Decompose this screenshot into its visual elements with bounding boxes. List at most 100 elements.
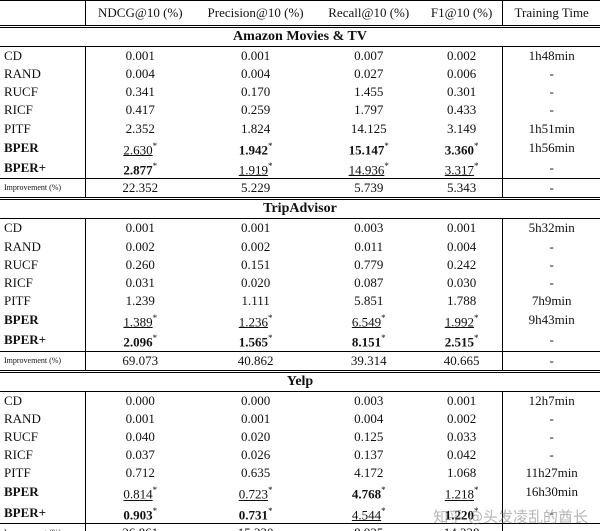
method-row: BPER+ 0.903* 0.731* 4.544* 1.220* - (0, 502, 600, 524)
value: 0.040 (125, 428, 155, 444)
value-cell: 14.936* (317, 158, 421, 179)
value: 0.259 (240, 102, 271, 118)
value: 0.635 (240, 465, 271, 481)
method-name: BPER+ (0, 330, 86, 352)
significance-mark: * (473, 140, 479, 151)
value: 0.020 (240, 274, 271, 290)
value: 0.723 (238, 486, 268, 502)
value-cell: 0.020 (195, 274, 317, 292)
value: 3.360 (444, 141, 474, 157)
significance-mark: * (381, 312, 386, 323)
value: 1.068 (446, 465, 477, 481)
significance-mark: * (381, 333, 386, 344)
value: 0.001 (125, 48, 155, 64)
value-cell: 1.788 (420, 291, 504, 310)
value: 1.111 (241, 292, 270, 308)
value: 2.630 (123, 141, 153, 157)
value-cell: 1.455 (317, 83, 421, 101)
method-row: RAND 0.001 0.001 0.004 0.002 - (0, 409, 600, 428)
section-row: Amazon Movies & TV (0, 24, 600, 48)
significance-mark: * (267, 160, 273, 171)
value: 0.001 (240, 410, 271, 426)
value: 3.149 (446, 120, 477, 136)
training-time: - (549, 332, 554, 348)
method-name: RUCF (0, 83, 86, 102)
method-row: RAND 0.004 0.004 0.027 0.006 - (0, 65, 600, 84)
value-cell: 1.236* (195, 310, 317, 330)
value-cell: 2.096* (86, 330, 195, 351)
value-cell: 0.001 (195, 47, 317, 66)
method-name: CD (0, 46, 86, 66)
improvement-label: Improvement (%) (0, 350, 86, 372)
value-cell: 0.004 (317, 410, 421, 428)
significance-mark: * (384, 160, 389, 171)
value: 0.004 (446, 238, 477, 254)
value-cell: 3.317* (420, 157, 504, 179)
value-cell: 14.125 (317, 119, 421, 137)
method-row: BPER 1.389* 1.236* 6.549* 1.992* 9h43min (0, 309, 600, 331)
training-time: 5h32min (528, 220, 575, 236)
significance-mark: * (267, 312, 273, 323)
training-time: - (549, 410, 554, 426)
method-name: BPER+ (0, 502, 86, 524)
value-cell: 0.260 (86, 256, 195, 274)
method-row: CD 0.000 0.000 0.003 0.001 12h7min (0, 391, 600, 410)
value-cell: 0.003 (317, 391, 421, 410)
significance-mark: * (473, 505, 479, 516)
improvement-label: Improvement (%) (0, 522, 86, 531)
value: 0.002 (240, 238, 271, 254)
value-cell: 0.301 (420, 83, 504, 102)
value: 1.797 (354, 102, 384, 118)
value-cell: 0.000 (195, 391, 317, 410)
value: 3.317 (444, 162, 474, 178)
value-cell: 0.433 (420, 101, 504, 120)
value: 8.151 (351, 334, 382, 350)
value: 0.007 (354, 48, 384, 64)
value-cell: 1.239 (86, 292, 195, 310)
value-cell: 0.007 (317, 47, 421, 66)
value: 2.877 (123, 162, 153, 178)
value: 0.001 (240, 48, 271, 64)
method-row: RICF 0.417 0.259 1.797 0.433 - (0, 101, 600, 120)
value: 1.788 (446, 292, 477, 308)
improvement-value: - (502, 350, 600, 372)
value: 0.001 (125, 410, 155, 426)
value: 0.006 (446, 66, 477, 82)
value: 1.389 (123, 314, 153, 330)
value-cell: 1.992* (420, 309, 504, 331)
value: 0.037 (125, 447, 155, 463)
value: 0.341 (125, 84, 155, 100)
significance-mark: * (267, 140, 273, 151)
value-cell: 1.220* (420, 502, 504, 524)
value-cell: 0.001 (195, 219, 317, 238)
watermark: 知乎 @头发凌乱的酋长 (433, 508, 588, 526)
value: 1.218 (444, 486, 474, 502)
value-cell: 1.565* (195, 330, 317, 351)
significance-mark: * (267, 505, 273, 516)
value-cell: 0.779 (317, 256, 421, 274)
value-cell: 0.341 (86, 83, 195, 101)
significance-mark: * (473, 485, 479, 496)
section-title: Amazon Movies & TV (0, 24, 600, 48)
value-cell: 0.001 (86, 47, 195, 66)
value: 15.147 (348, 141, 385, 157)
value: 0.260 (125, 256, 155, 272)
value: 0.151 (240, 256, 271, 272)
value: 0.033 (446, 428, 477, 444)
method-row: RUCF 0.040 0.020 0.125 0.033 - (0, 427, 600, 446)
value-cell: 0.004 (86, 65, 195, 83)
training-time: 11h27min (525, 465, 578, 481)
training-time: 1h56min (528, 139, 575, 155)
significance-mark: * (152, 140, 158, 151)
value: 1.239 (125, 292, 155, 308)
value-cell: 1.919* (195, 158, 317, 179)
value: 4.768 (351, 486, 382, 502)
significance-mark: * (384, 140, 389, 151)
section-title: TripAdvisor (0, 197, 600, 220)
training-time: - (549, 428, 554, 444)
value-cell: 0.003 (317, 219, 421, 238)
value-cell: 0.712 (86, 464, 195, 482)
significance-mark: * (473, 160, 479, 171)
value: 1.220 (444, 506, 474, 522)
